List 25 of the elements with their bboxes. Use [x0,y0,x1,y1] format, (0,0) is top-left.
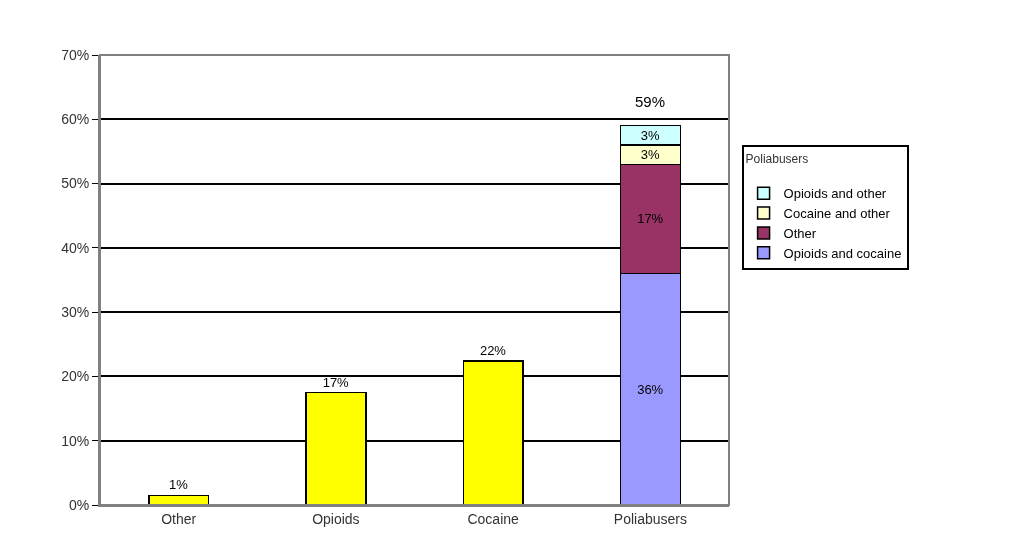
x-tick-label: Other [161,510,197,527]
legend-label: Cocaine and other [783,206,891,222]
y-tick-label: 30% [61,304,90,321]
total-label: 59% [635,93,666,110]
y-tick-label: 40% [61,239,90,256]
y-tick-label: 0% [68,496,90,513]
y-tick-label: 60% [61,111,90,128]
y-tick-label: 20% [61,368,90,385]
y-tick-label: 10% [61,432,90,449]
x-tick-label: Cocaine [467,510,520,527]
x-tick-label: Opioids [312,510,360,527]
data-label: 3% [640,147,660,163]
data-label: 3% [640,127,660,143]
data-label: 1% [169,477,189,493]
data-label: 17% [322,374,350,390]
data-label: 36% [637,381,664,397]
legend-label: Other [783,226,817,242]
y-tick-label: 70% [61,46,90,63]
legend-label: Opioids and cocaine [783,245,902,261]
data-label: 17% [637,211,664,227]
data-label: 22% [479,343,507,358]
x-tick-label: Poliabusers [613,510,687,527]
y-tick-label: 50% [61,175,90,192]
legend-title: Poliabusers [745,151,809,166]
legend-label: Opioids and other [783,186,887,202]
